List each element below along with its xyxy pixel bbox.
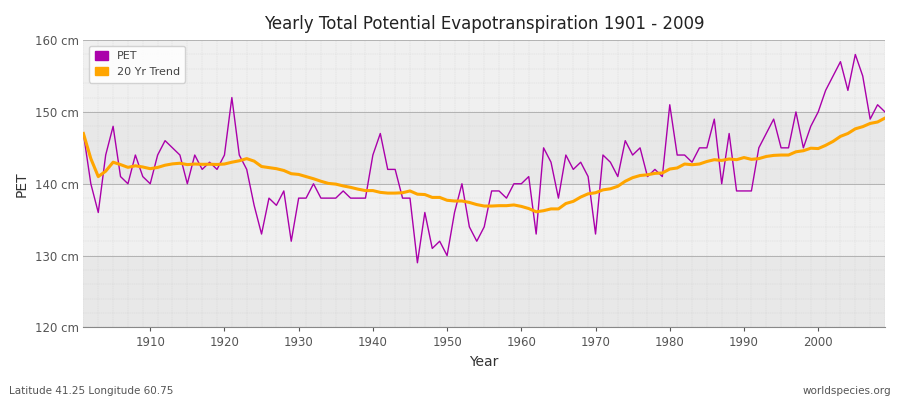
PET: [879, 110, 890, 114]
Line: PET: PET: [84, 54, 885, 263]
PET: [346, 196, 356, 200]
Bar: [84, 256, 885, 328]
PET: [78, 131, 89, 136]
Line: 20 Yr Trend: 20 Yr Trend: [84, 118, 885, 212]
X-axis label: Year: Year: [470, 355, 499, 369]
20 Yr Trend: [531, 209, 542, 214]
PET: [612, 174, 623, 179]
Text: worldspecies.org: worldspecies.org: [803, 386, 891, 396]
Text: Latitude 41.25 Longitude 60.75: Latitude 41.25 Longitude 60.75: [9, 386, 174, 396]
PET: [301, 196, 311, 200]
20 Yr Trend: [78, 131, 89, 136]
20 Yr Trend: [879, 116, 890, 120]
PET: [850, 52, 860, 57]
Legend: PET, 20 Yr Trend: PET, 20 Yr Trend: [89, 46, 185, 82]
PET: [516, 181, 526, 186]
Title: Yearly Total Potential Evapotranspiration 1901 - 2009: Yearly Total Potential Evapotranspiratio…: [264, 15, 705, 33]
20 Yr Trend: [138, 165, 148, 170]
Bar: [84, 184, 885, 256]
PET: [523, 174, 534, 179]
20 Yr Trend: [612, 184, 623, 189]
Bar: [84, 40, 885, 112]
20 Yr Trend: [508, 202, 519, 207]
20 Yr Trend: [346, 185, 356, 190]
20 Yr Trend: [516, 204, 526, 209]
Y-axis label: PET: PET: [15, 171, 29, 196]
Bar: [84, 112, 885, 184]
PET: [412, 260, 423, 265]
PET: [138, 174, 148, 179]
20 Yr Trend: [301, 174, 311, 179]
